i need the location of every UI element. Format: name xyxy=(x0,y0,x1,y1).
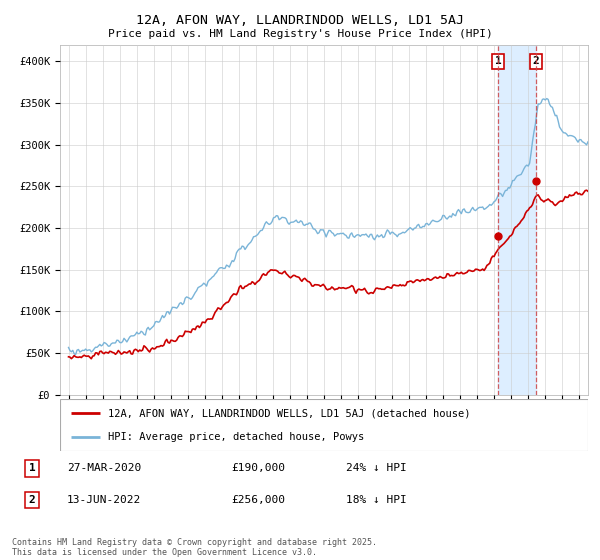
Text: 1: 1 xyxy=(494,57,502,67)
Text: Price paid vs. HM Land Registry's House Price Index (HPI): Price paid vs. HM Land Registry's House … xyxy=(107,29,493,39)
Text: 18% ↓ HPI: 18% ↓ HPI xyxy=(346,495,407,505)
Text: £256,000: £256,000 xyxy=(231,495,285,505)
Text: 1: 1 xyxy=(29,464,35,473)
FancyBboxPatch shape xyxy=(60,399,588,451)
Text: 2: 2 xyxy=(533,57,539,67)
Text: 12A, AFON WAY, LLANDRINDOD WELLS, LD1 5AJ (detached house): 12A, AFON WAY, LLANDRINDOD WELLS, LD1 5A… xyxy=(107,408,470,418)
Bar xyxy=(498,45,536,395)
Text: 2: 2 xyxy=(29,495,35,505)
Text: 27-MAR-2020: 27-MAR-2020 xyxy=(67,464,141,473)
Text: £190,000: £190,000 xyxy=(231,464,285,473)
Text: HPI: Average price, detached house, Powys: HPI: Average price, detached house, Powy… xyxy=(107,432,364,442)
Text: 13-JUN-2022: 13-JUN-2022 xyxy=(67,495,141,505)
Text: 24% ↓ HPI: 24% ↓ HPI xyxy=(346,464,407,473)
Text: 12A, AFON WAY, LLANDRINDOD WELLS, LD1 5AJ: 12A, AFON WAY, LLANDRINDOD WELLS, LD1 5A… xyxy=(136,14,464,27)
Text: Contains HM Land Registry data © Crown copyright and database right 2025.
This d: Contains HM Land Registry data © Crown c… xyxy=(12,538,377,557)
